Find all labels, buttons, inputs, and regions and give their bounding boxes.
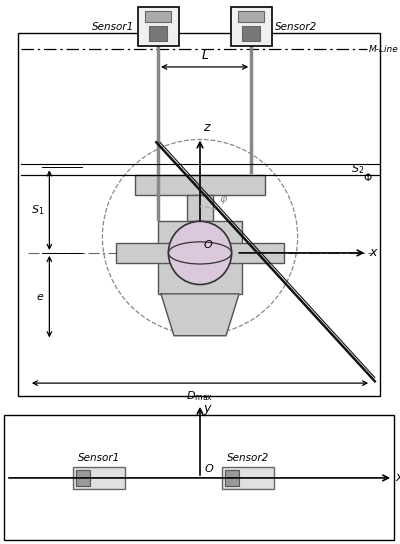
Bar bbox=[238, 11, 264, 22]
Bar bbox=[149, 26, 168, 41]
Text: Sensor2: Sensor2 bbox=[227, 453, 269, 463]
Polygon shape bbox=[161, 294, 239, 336]
Bar bbox=[145, 11, 171, 22]
Text: $D_{\max}$: $D_{\max}$ bbox=[186, 390, 214, 404]
Bar bbox=[116, 243, 284, 263]
Bar bbox=[76, 470, 90, 486]
Text: $e$: $e$ bbox=[36, 292, 45, 301]
Text: Sensor1: Sensor1 bbox=[78, 453, 120, 463]
Bar bbox=[222, 467, 274, 489]
Bar bbox=[135, 175, 265, 195]
Bar bbox=[187, 195, 213, 221]
Bar bbox=[225, 470, 239, 486]
Text: $\Phi$: $\Phi$ bbox=[363, 171, 372, 183]
Text: $L$: $L$ bbox=[200, 50, 209, 63]
Text: $S_2$: $S_2$ bbox=[351, 162, 364, 176]
Text: Sensor2: Sensor2 bbox=[275, 22, 318, 32]
Bar bbox=[138, 8, 179, 46]
Text: $z$: $z$ bbox=[203, 121, 212, 134]
Text: $O$: $O$ bbox=[203, 238, 213, 250]
Circle shape bbox=[168, 221, 232, 285]
Bar bbox=[73, 467, 125, 489]
Text: M-Line: M-Line bbox=[369, 45, 399, 54]
Text: $S_1$: $S_1$ bbox=[32, 203, 45, 217]
Circle shape bbox=[102, 139, 298, 335]
Text: Sensor1: Sensor1 bbox=[92, 22, 134, 32]
Text: $O$: $O$ bbox=[204, 462, 214, 474]
Bar bbox=[4, 415, 394, 540]
Bar bbox=[231, 8, 272, 46]
Text: $\varphi$: $\varphi$ bbox=[218, 194, 228, 206]
Bar bbox=[158, 221, 242, 294]
Text: $x$: $x$ bbox=[369, 246, 379, 259]
Bar bbox=[242, 26, 260, 41]
Text: $y$: $y$ bbox=[203, 403, 213, 417]
Text: $x$: $x$ bbox=[395, 472, 400, 484]
